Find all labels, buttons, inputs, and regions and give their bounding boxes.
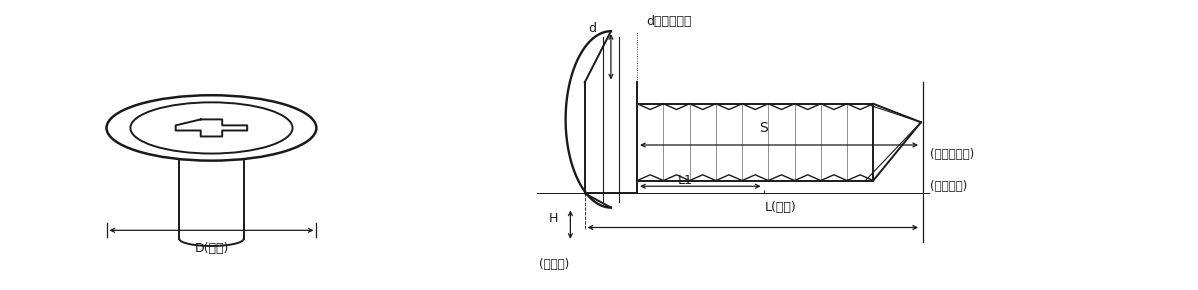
Text: H: H: [549, 213, 558, 225]
Text: S: S: [760, 121, 768, 135]
Text: L1: L1: [677, 174, 692, 187]
Text: D(頭径): D(頭径): [194, 242, 229, 255]
Text: (働き長さ): (働き長さ): [931, 180, 968, 193]
Polygon shape: [176, 119, 247, 137]
Text: d（ねじ径）: d（ねじ径）: [647, 15, 692, 28]
Text: (ねじ部長さ): (ねじ部長さ): [931, 148, 975, 162]
Text: (頭高さ): (頭高さ): [539, 258, 569, 271]
Text: L(全長): L(全長): [764, 201, 797, 214]
Text: d: d: [588, 22, 597, 35]
